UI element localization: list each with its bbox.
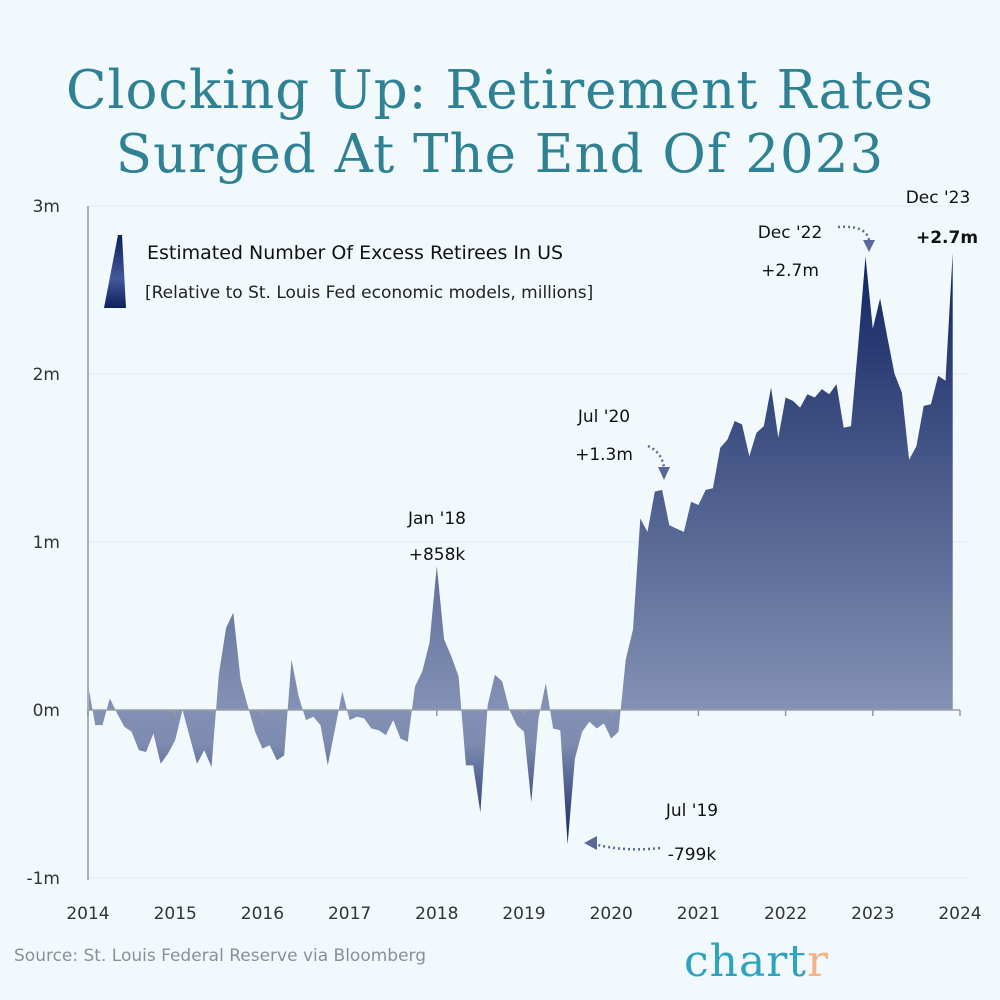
annotation-date: Jul '19: [665, 801, 718, 821]
y-tick-label: 2m: [33, 365, 60, 385]
annotation-value: +1.3m: [575, 445, 633, 465]
annotation-dec-22: Dec '22 +2.7m: [758, 223, 875, 281]
x-tick-label: 2021: [677, 904, 720, 924]
logo-main: chart: [684, 936, 807, 987]
x-tick-label: 2014: [66, 904, 109, 924]
annotation-jul-19: Jul '19 -799k: [584, 801, 718, 865]
axes: [87, 206, 961, 880]
y-axis-labels: 3m 2m 1m 0m -1m: [26, 197, 60, 889]
x-tick-label: 2022: [764, 904, 807, 924]
annotation-arrow-icon: [647, 444, 666, 469]
arrow-head-icon: [584, 836, 597, 850]
annotation-date: Jan '18: [407, 509, 466, 529]
arrow-head-icon: [863, 240, 875, 252]
annotation-value: +2.7m: [761, 261, 819, 281]
y-tick-label: 3m: [33, 197, 60, 217]
arrow-head-icon: [658, 467, 670, 480]
annotation-arrow-icon: [593, 842, 661, 851]
legend-subtitle: [Relative to St. Louis Fed economic mode…: [145, 283, 593, 303]
y-tick-label: 0m: [33, 701, 60, 721]
annotation-value: -799k: [668, 845, 717, 865]
chartr-logo: chartr: [684, 936, 829, 987]
annotation-jul-20: Jul '20 +1.3m: [575, 407, 670, 480]
logo-accent: r: [806, 936, 829, 987]
y-tick-label: 1m: [33, 533, 60, 553]
annotation-dec-23: Dec '23 +2.7m: [906, 188, 978, 248]
x-tick-label: 2018: [415, 904, 458, 924]
excess-retirees-area: [88, 253, 953, 845]
annotation-jan-18: Jan '18 +858k: [407, 509, 466, 565]
annotation-date: Dec '23: [906, 188, 971, 208]
annotation-date: Dec '22: [758, 223, 823, 243]
x-tick-label: 2015: [154, 904, 197, 924]
x-tick-label: 2024: [938, 904, 981, 924]
x-tick-label: 2016: [241, 904, 284, 924]
chart-title-line-1: Clocking Up: Retirement Rates: [65, 60, 935, 121]
annotation-date: Jul '20: [577, 407, 630, 427]
chart-title-line-2: Surged At The End Of 2023: [115, 124, 885, 185]
x-tick-label: 2017: [328, 904, 371, 924]
x-tick-label: 2023: [851, 904, 894, 924]
source-note: Source: St. Louis Federal Reserve via Bl…: [14, 946, 427, 966]
legend-spike-icon: [104, 235, 126, 308]
annotation-value: +858k: [409, 545, 466, 565]
x-axis-labels: 2014 2015 2016 2017 2018 2019 2020 2021 2022 2023…: [66, 904, 981, 924]
x-tick-label: 2019: [502, 904, 545, 924]
y-tick-label: -1m: [26, 869, 60, 889]
annotation-value: +2.7m: [916, 228, 978, 248]
x-tick-label: 2020: [590, 904, 633, 924]
legend-title: Estimated Number Of Excess Retirees In U…: [147, 242, 563, 264]
legend: Estimated Number Of Excess Retirees In U…: [104, 235, 593, 308]
annotation-arrow-icon: [837, 225, 871, 241]
